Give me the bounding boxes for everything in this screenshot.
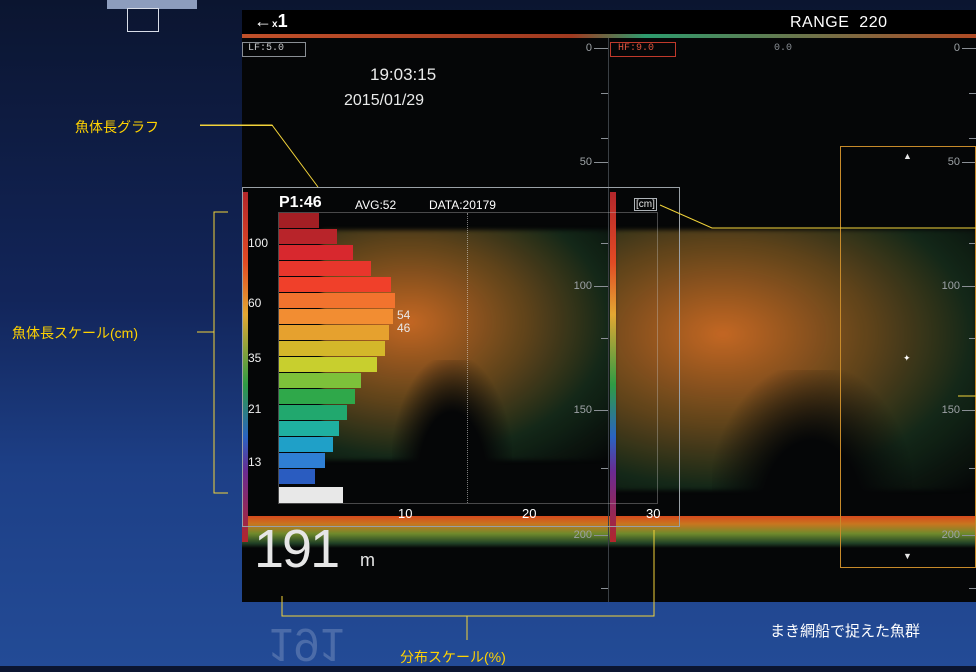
depth-tick-label: 150	[573, 404, 592, 416]
y-axis-label: 13	[248, 455, 262, 469]
histogram-bar	[279, 421, 339, 436]
depth-tick-label: 100	[573, 280, 592, 292]
fish-length-histogram	[242, 187, 680, 527]
arrow-left-icon: ←	[254, 11, 272, 31]
center-marker-icon: ✦	[903, 353, 911, 363]
depth-tick-label: 200	[573, 529, 592, 541]
zoom-sub: x	[272, 19, 278, 30]
depth-tick-label: 50	[947, 156, 960, 168]
x-axis-label: 10	[398, 506, 413, 521]
histogram-bar	[279, 325, 389, 340]
histogram-plot: 54 46	[278, 212, 658, 504]
channel-divider	[608, 38, 609, 602]
y-axis-label: 21	[248, 402, 262, 416]
histogram-bar	[279, 293, 395, 308]
depth-tick-label: 50	[579, 156, 592, 168]
annotation-graph: 魚体長グラフ	[75, 119, 159, 135]
histogram-bar	[279, 261, 371, 276]
histogram-bar	[279, 341, 385, 356]
depth-scale-right: 0 50 100 150 200	[942, 38, 976, 602]
histogram-bar	[279, 373, 361, 388]
seafloor	[242, 516, 976, 548]
depth-reflection: 191	[268, 619, 345, 671]
grid-line	[467, 213, 468, 503]
y-axis-label: 60	[248, 296, 262, 310]
sonar-screen: ←x1 RANGE 220 LF:5.0 HF:9.0 0.0 19:03:15…	[242, 10, 976, 602]
histogram-bar	[279, 453, 325, 468]
triangle-up-icon: ▲	[903, 151, 912, 161]
bar-value-label: 46	[397, 321, 411, 335]
depth-tick-label: 150	[941, 404, 960, 416]
range-label: RANGE	[790, 14, 850, 31]
histogram-bar	[279, 213, 319, 228]
bar-value-label: 54	[397, 308, 411, 322]
depth-tick-label: 100	[941, 280, 960, 292]
clock-date: 2015/01/29	[344, 92, 425, 109]
histogram-average: AVG:52	[355, 198, 397, 212]
histogram-bar	[279, 229, 337, 244]
histogram-bar	[279, 357, 377, 372]
hf-offset: 0.0	[774, 43, 793, 54]
screen-header	[242, 10, 976, 34]
histogram-bar	[279, 245, 353, 260]
y-axis-label: 100	[248, 236, 269, 250]
range-indicator[interactable]: RANGE 220	[790, 14, 888, 32]
range-value: 220	[859, 14, 888, 31]
depth-tick-label: 0	[953, 42, 960, 54]
histogram-bar	[279, 309, 393, 324]
hf-frame	[610, 42, 676, 57]
header-strip	[242, 34, 976, 38]
depth-tick-label: 0	[585, 42, 592, 54]
zoom-value: 1	[277, 11, 288, 31]
histogram-peak: P1:46	[279, 194, 322, 211]
checkbox[interactable]	[127, 8, 159, 32]
clock-time: 19:03:15	[370, 65, 437, 84]
histogram-unit: [cm]	[634, 198, 657, 211]
histogram-bar	[279, 487, 343, 503]
histogram-bar	[279, 389, 355, 404]
annotation-scale: 魚体長スケール(cm)	[12, 325, 138, 341]
depth-scale-left: 0 50 100 150 200	[574, 38, 608, 602]
histogram-bar	[279, 469, 315, 484]
triangle-down-icon: ▼	[903, 551, 912, 561]
histogram-bar	[279, 437, 333, 452]
zoom-indicator[interactable]: ←x1	[254, 11, 288, 32]
window-strip	[107, 0, 197, 9]
x-axis-label: 20	[522, 506, 537, 521]
histogram-bar	[279, 405, 347, 420]
echo-left-dark	[392, 360, 512, 480]
depth-tick-label: 200	[941, 529, 960, 541]
caption: まき網船で捉えた魚群	[770, 623, 921, 640]
lf-label: LF:5.0	[248, 43, 285, 54]
annotation-distribution: 分布スケール(%)	[400, 649, 506, 665]
y-axis-label: 35	[248, 351, 262, 365]
histogram-count: DATA:20179	[429, 198, 496, 212]
echo-right-dark	[712, 370, 912, 510]
color-scale-left	[242, 192, 248, 542]
lf-frame	[242, 42, 306, 57]
histogram-bar	[279, 277, 391, 292]
depth-readout: 191	[254, 519, 340, 579]
x-axis-label: 30	[646, 506, 661, 521]
hf-label: HF:9.0	[618, 43, 655, 54]
color-scale-right	[610, 192, 616, 542]
depth-unit: m	[360, 550, 375, 570]
